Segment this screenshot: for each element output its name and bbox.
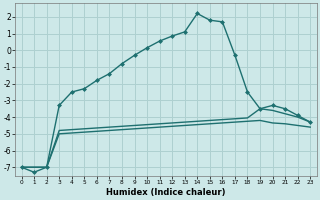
X-axis label: Humidex (Indice chaleur): Humidex (Indice chaleur): [106, 188, 226, 197]
